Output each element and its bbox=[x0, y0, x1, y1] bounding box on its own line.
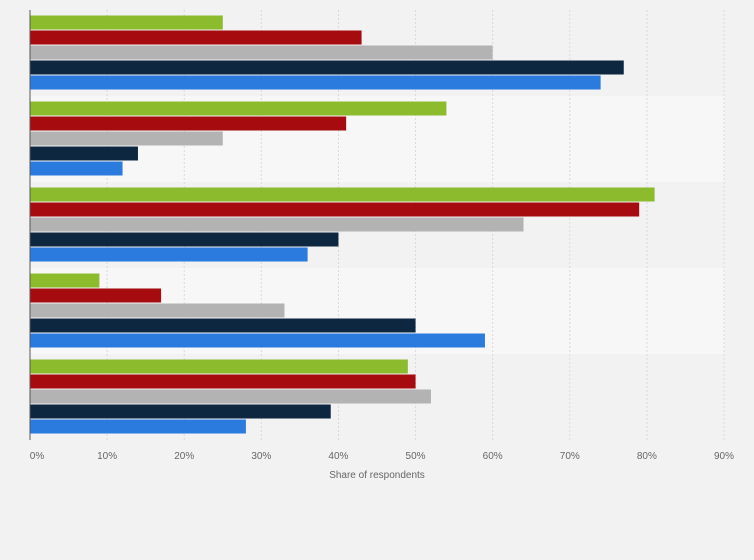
x-tick-label: 20% bbox=[174, 451, 194, 462]
bar bbox=[30, 232, 339, 247]
bar bbox=[30, 217, 524, 232]
bar bbox=[30, 374, 416, 389]
bar bbox=[30, 318, 416, 333]
bar bbox=[30, 161, 123, 176]
bar bbox=[30, 30, 362, 45]
bar bbox=[30, 419, 246, 434]
x-tick-label: 90% bbox=[714, 451, 734, 462]
bar bbox=[30, 101, 447, 116]
bar bbox=[30, 273, 100, 288]
bar bbox=[30, 116, 347, 131]
bar bbox=[30, 45, 493, 60]
bar bbox=[30, 15, 223, 30]
x-tick-label: 0% bbox=[30, 451, 45, 462]
x-tick-label: 10% bbox=[97, 451, 117, 462]
bar bbox=[30, 60, 624, 75]
x-tick-label: 50% bbox=[406, 451, 426, 462]
x-tick-label: 70% bbox=[560, 451, 580, 462]
bar bbox=[30, 247, 308, 262]
x-tick-label: 80% bbox=[637, 451, 657, 462]
bar bbox=[30, 131, 223, 146]
bar bbox=[30, 288, 162, 303]
x-tick-label: 30% bbox=[251, 451, 271, 462]
bar bbox=[30, 202, 640, 217]
x-axis-title: Share of respondents bbox=[329, 470, 425, 481]
bar bbox=[30, 333, 485, 348]
bar bbox=[30, 187, 655, 202]
bar bbox=[30, 75, 601, 90]
x-tick-label: 40% bbox=[328, 451, 348, 462]
bar bbox=[30, 359, 408, 374]
bar bbox=[30, 404, 331, 419]
x-tick-labels: 0% 10% 20% 30% 40% 50% 60% 70% 80% 90% bbox=[30, 451, 734, 462]
x-tick-label: 60% bbox=[483, 451, 503, 462]
bar bbox=[30, 303, 285, 318]
bar bbox=[30, 146, 138, 161]
bars bbox=[30, 15, 655, 434]
bar bbox=[30, 389, 431, 404]
